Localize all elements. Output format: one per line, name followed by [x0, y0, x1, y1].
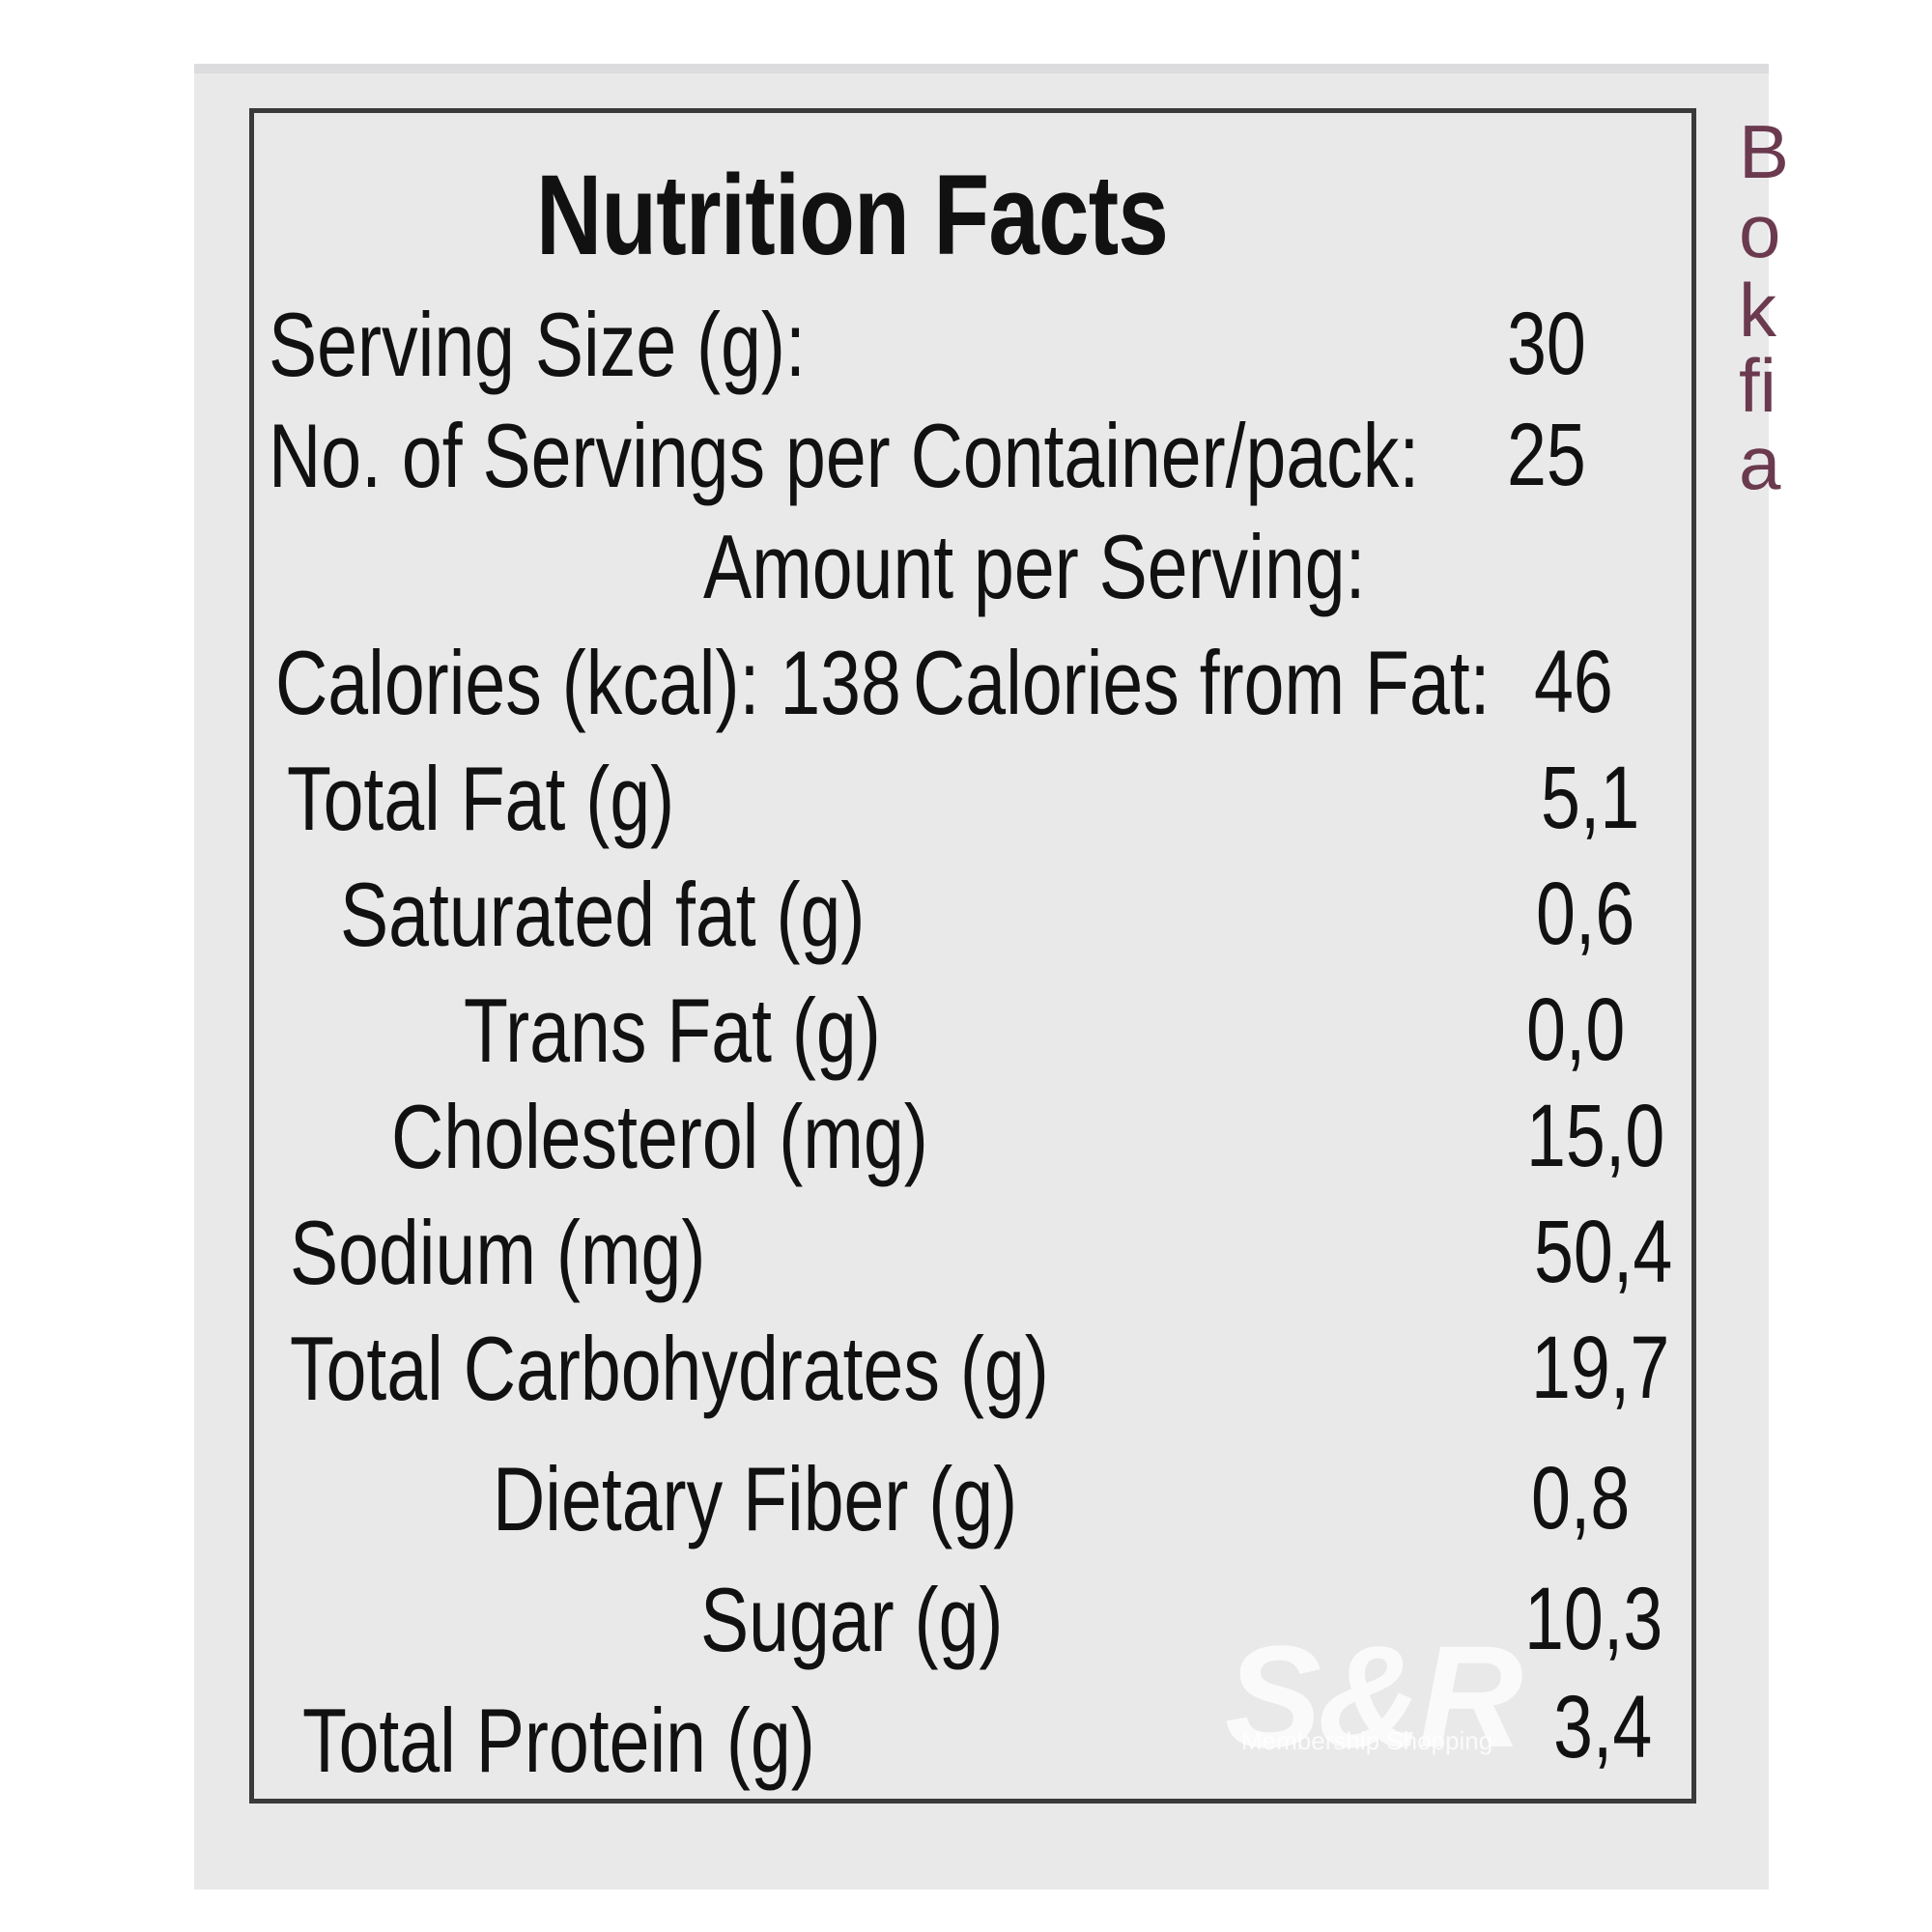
calories-label: Calories (kcal): 138 — [275, 632, 901, 733]
nutrient-value: 10,3 — [1524, 1570, 1663, 1668]
nutrient-value: 0,6 — [1536, 865, 1635, 963]
nutrient-value: 0,0 — [1526, 980, 1626, 1079]
side-text-line: k — [1739, 268, 1776, 353]
nutrient-value: 0,8 — [1531, 1449, 1631, 1548]
nutrient-label: Total Protein (g) — [302, 1690, 815, 1791]
nutrient-label: Trans Fat (g) — [464, 980, 881, 1081]
nutrition-title: Nutrition Facts — [536, 152, 1169, 279]
top-edge — [194, 64, 1769, 73]
nutrient-value: 5,1 — [1541, 749, 1640, 847]
side-text-line: a — [1739, 420, 1781, 505]
nutrient-value: 50,4 — [1534, 1203, 1673, 1301]
serving-size-value: 30 — [1507, 295, 1586, 393]
nutrient-label: Cholesterol (mg) — [391, 1086, 928, 1187]
serving-size-label: Serving Size (g): — [269, 294, 806, 395]
nutrition-facts-panel — [249, 108, 1696, 1804]
nutrient-value: 15,0 — [1526, 1087, 1665, 1185]
nutrient-value: 19,7 — [1531, 1319, 1670, 1417]
side-text-line: B — [1739, 109, 1790, 194]
watermark-logo: S&R — [1225, 1615, 1523, 1777]
nutrient-label: Saturated fat (g) — [340, 864, 866, 965]
nutrient-label: Total Fat (g) — [287, 748, 675, 849]
nutrient-label: Sugar (g) — [700, 1569, 1004, 1670]
calories-fat-value: 46 — [1534, 633, 1613, 731]
nutrient-label: Total Carbohydrates (g) — [290, 1318, 1049, 1419]
nutrient-value: 3,4 — [1553, 1678, 1653, 1776]
side-text-line: fi — [1739, 343, 1776, 428]
calories-fat-label: Calories from Fat: — [913, 632, 1491, 733]
servings-label: No. of Servings per Container/pack: — [269, 405, 1420, 506]
servings-value: 25 — [1507, 406, 1586, 504]
nutrient-label: Sodium (mg) — [290, 1202, 706, 1303]
side-text-line: o — [1739, 188, 1781, 273]
label-photo — [194, 64, 1769, 1889]
nutrient-label: Dietary Fiber (g) — [493, 1448, 1018, 1549]
amount-per-serving: Amount per Serving: — [703, 516, 1366, 617]
watermark-tagline: Membership Shopping — [1241, 1726, 1493, 1755]
